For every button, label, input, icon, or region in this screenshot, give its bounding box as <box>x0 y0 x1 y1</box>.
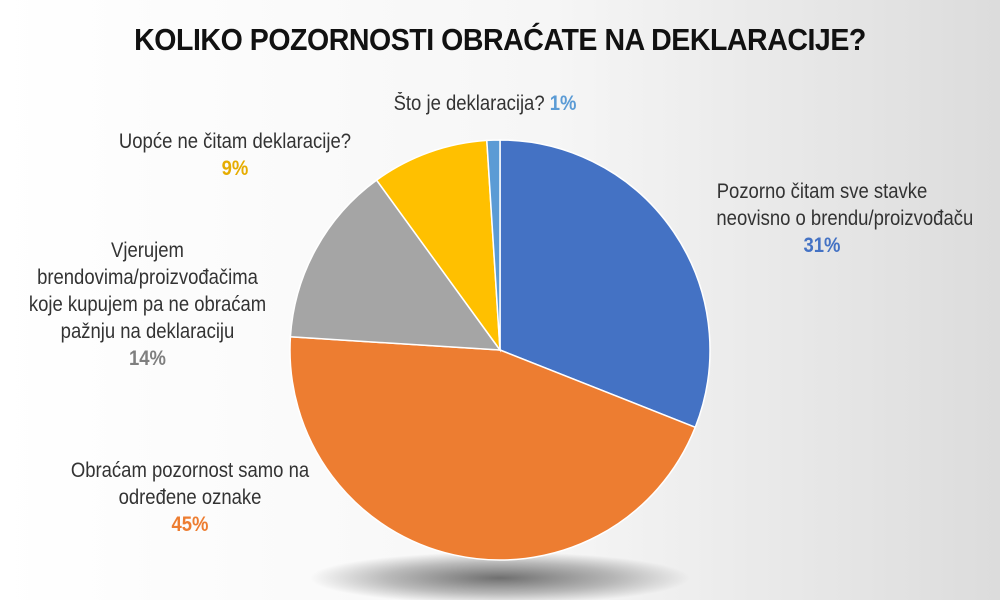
label-slice-sto-je-deklaracija: Što je deklaracija? 1% <box>394 90 623 117</box>
label-line: određene oznake <box>118 486 262 509</box>
label-line: brendovima/proizvođačima <box>37 266 258 289</box>
pie-shadow <box>310 552 690 600</box>
label-slice-obracam-pozornost: Obraćam pozornost samo na određene oznak… <box>58 457 322 538</box>
label-slice-uopce-ne-citam: Uopće ne čitam deklaracije? 9% <box>116 128 354 182</box>
slice-vjerujem-brendovima <box>289 179 502 351</box>
data-label-45: 45% <box>171 513 209 536</box>
label-line: Vjerujem <box>111 239 184 262</box>
label-slice-vjerujem-brendovima: Vjerujem brendovima/proizvođačima koje k… <box>27 237 269 372</box>
slice-uopce-ne-citam <box>375 139 501 353</box>
label-line: Pozorno čitam sve stavke <box>716 180 928 203</box>
data-label-14: 14% <box>129 347 166 370</box>
slice-obracam-pozornost <box>289 336 697 561</box>
data-label-9: 9% <box>221 157 249 180</box>
label-line: Uopće ne čitam deklaracije? <box>118 130 352 153</box>
data-label-1: 1% <box>549 92 577 115</box>
label-line: neovisno o brendu/proizvođaču <box>716 207 974 230</box>
slice-sto-je-deklaracija <box>486 139 501 351</box>
data-label-31: 31% <box>803 234 841 257</box>
slice-pozorno-citam <box>499 139 711 429</box>
label-line: Obraćam pozornost samo na <box>70 459 310 482</box>
chart-title: KOLIKO POZORNOSTI OBRAĆATE NA DEKLARACIJ… <box>134 22 866 57</box>
label-line: koje kupujem pa ne obraćam <box>28 293 267 316</box>
label-slice-pozorno-citam: Pozorno čitam sve stavke neovisno o bren… <box>716 178 974 259</box>
label-line: pažnju na deklaraciju <box>60 320 235 343</box>
label-line: Što je deklaracija? <box>393 92 545 115</box>
